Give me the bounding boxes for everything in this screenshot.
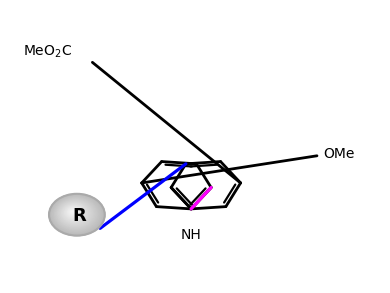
Circle shape (58, 200, 93, 226)
Circle shape (64, 205, 84, 220)
Circle shape (49, 194, 105, 236)
Circle shape (64, 205, 85, 221)
Text: MeO$_2$C: MeO$_2$C (23, 44, 72, 60)
Circle shape (52, 196, 101, 233)
Circle shape (51, 196, 101, 233)
Circle shape (56, 199, 95, 228)
Circle shape (69, 208, 78, 216)
Text: NH: NH (181, 228, 202, 242)
Circle shape (62, 203, 88, 223)
Circle shape (67, 207, 81, 218)
Text: R: R (72, 207, 86, 225)
Circle shape (54, 197, 98, 231)
Circle shape (53, 197, 99, 231)
Circle shape (55, 199, 96, 229)
Circle shape (63, 204, 86, 222)
Circle shape (67, 207, 80, 217)
Circle shape (61, 203, 89, 224)
Circle shape (71, 210, 75, 213)
Circle shape (66, 207, 82, 218)
Circle shape (72, 211, 74, 212)
Circle shape (70, 209, 77, 214)
Circle shape (57, 200, 94, 227)
Circle shape (54, 198, 98, 230)
Circle shape (53, 197, 100, 232)
Circle shape (65, 206, 83, 219)
Circle shape (68, 208, 79, 216)
Circle shape (50, 194, 104, 235)
Text: OMe: OMe (323, 147, 354, 161)
Circle shape (70, 210, 76, 214)
Circle shape (58, 201, 92, 226)
Circle shape (55, 198, 97, 230)
Circle shape (57, 200, 94, 228)
Circle shape (63, 205, 85, 221)
Circle shape (51, 195, 102, 234)
Circle shape (62, 204, 87, 222)
Circle shape (60, 202, 90, 224)
Circle shape (69, 209, 78, 215)
Circle shape (71, 211, 74, 213)
Circle shape (59, 201, 91, 225)
Circle shape (66, 206, 82, 219)
Circle shape (50, 195, 103, 234)
Circle shape (60, 202, 90, 225)
